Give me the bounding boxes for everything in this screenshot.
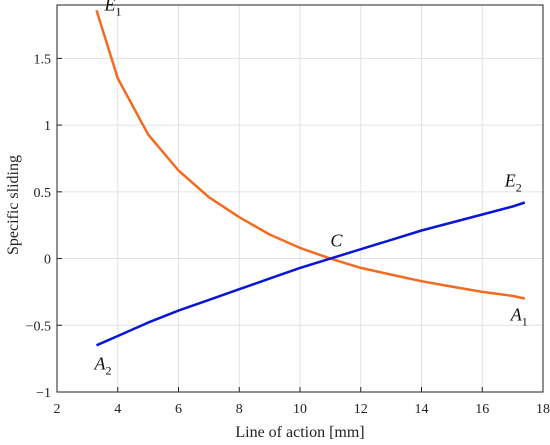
x-tick-label: 4 [114,402,121,417]
series-0-line [95,9,526,300]
y-ticks: −1 −0.5 0 0.5 1 1.5 [26,52,62,401]
annotation-letter: E [504,171,516,191]
x-tick-label: 18 [536,402,550,417]
series-1-line [95,201,526,347]
y-tick-label: 0.5 [34,186,52,201]
y-tick-label: −1 [36,386,51,401]
x-tick-label: 6 [175,402,182,417]
annotation-letter: A [93,353,106,373]
x-tick-label: 14 [415,402,429,417]
x-tick-label: 8 [236,402,243,417]
y-tick-label: 0 [44,253,51,268]
y-tick-label: 1 [44,119,51,134]
y-tick-label: 1.5 [34,52,52,67]
annotation-label: E1 [103,0,121,18]
y-tick-label: −0.5 [26,319,51,334]
annotation-letter: A [510,305,523,325]
annotation-label: A1 [510,305,528,329]
x-ticks: 2 4 6 8 10 12 14 16 18 [54,387,550,417]
y-axis-label: Specific sliding [5,155,22,255]
x-tick-label: 12 [354,402,368,417]
x-tick-label: 10 [293,402,307,417]
x-tick-label: 16 [475,402,489,417]
annotation-letter: E [103,0,115,14]
x-tick-label: 2 [54,402,61,417]
annotation-subscript: 1 [115,4,121,18]
annotation-label: E2 [504,171,522,195]
annotation-label: C [330,231,343,251]
x-axis-label: Line of action [mm] [235,424,364,441]
series-group [95,9,526,347]
annotation-subscript: 2 [105,363,111,377]
annotation-letter: C [330,231,343,251]
annotation-subscript: 2 [516,181,522,195]
annotation-label: A2 [93,353,111,377]
annotation-subscript: 1 [522,315,528,329]
